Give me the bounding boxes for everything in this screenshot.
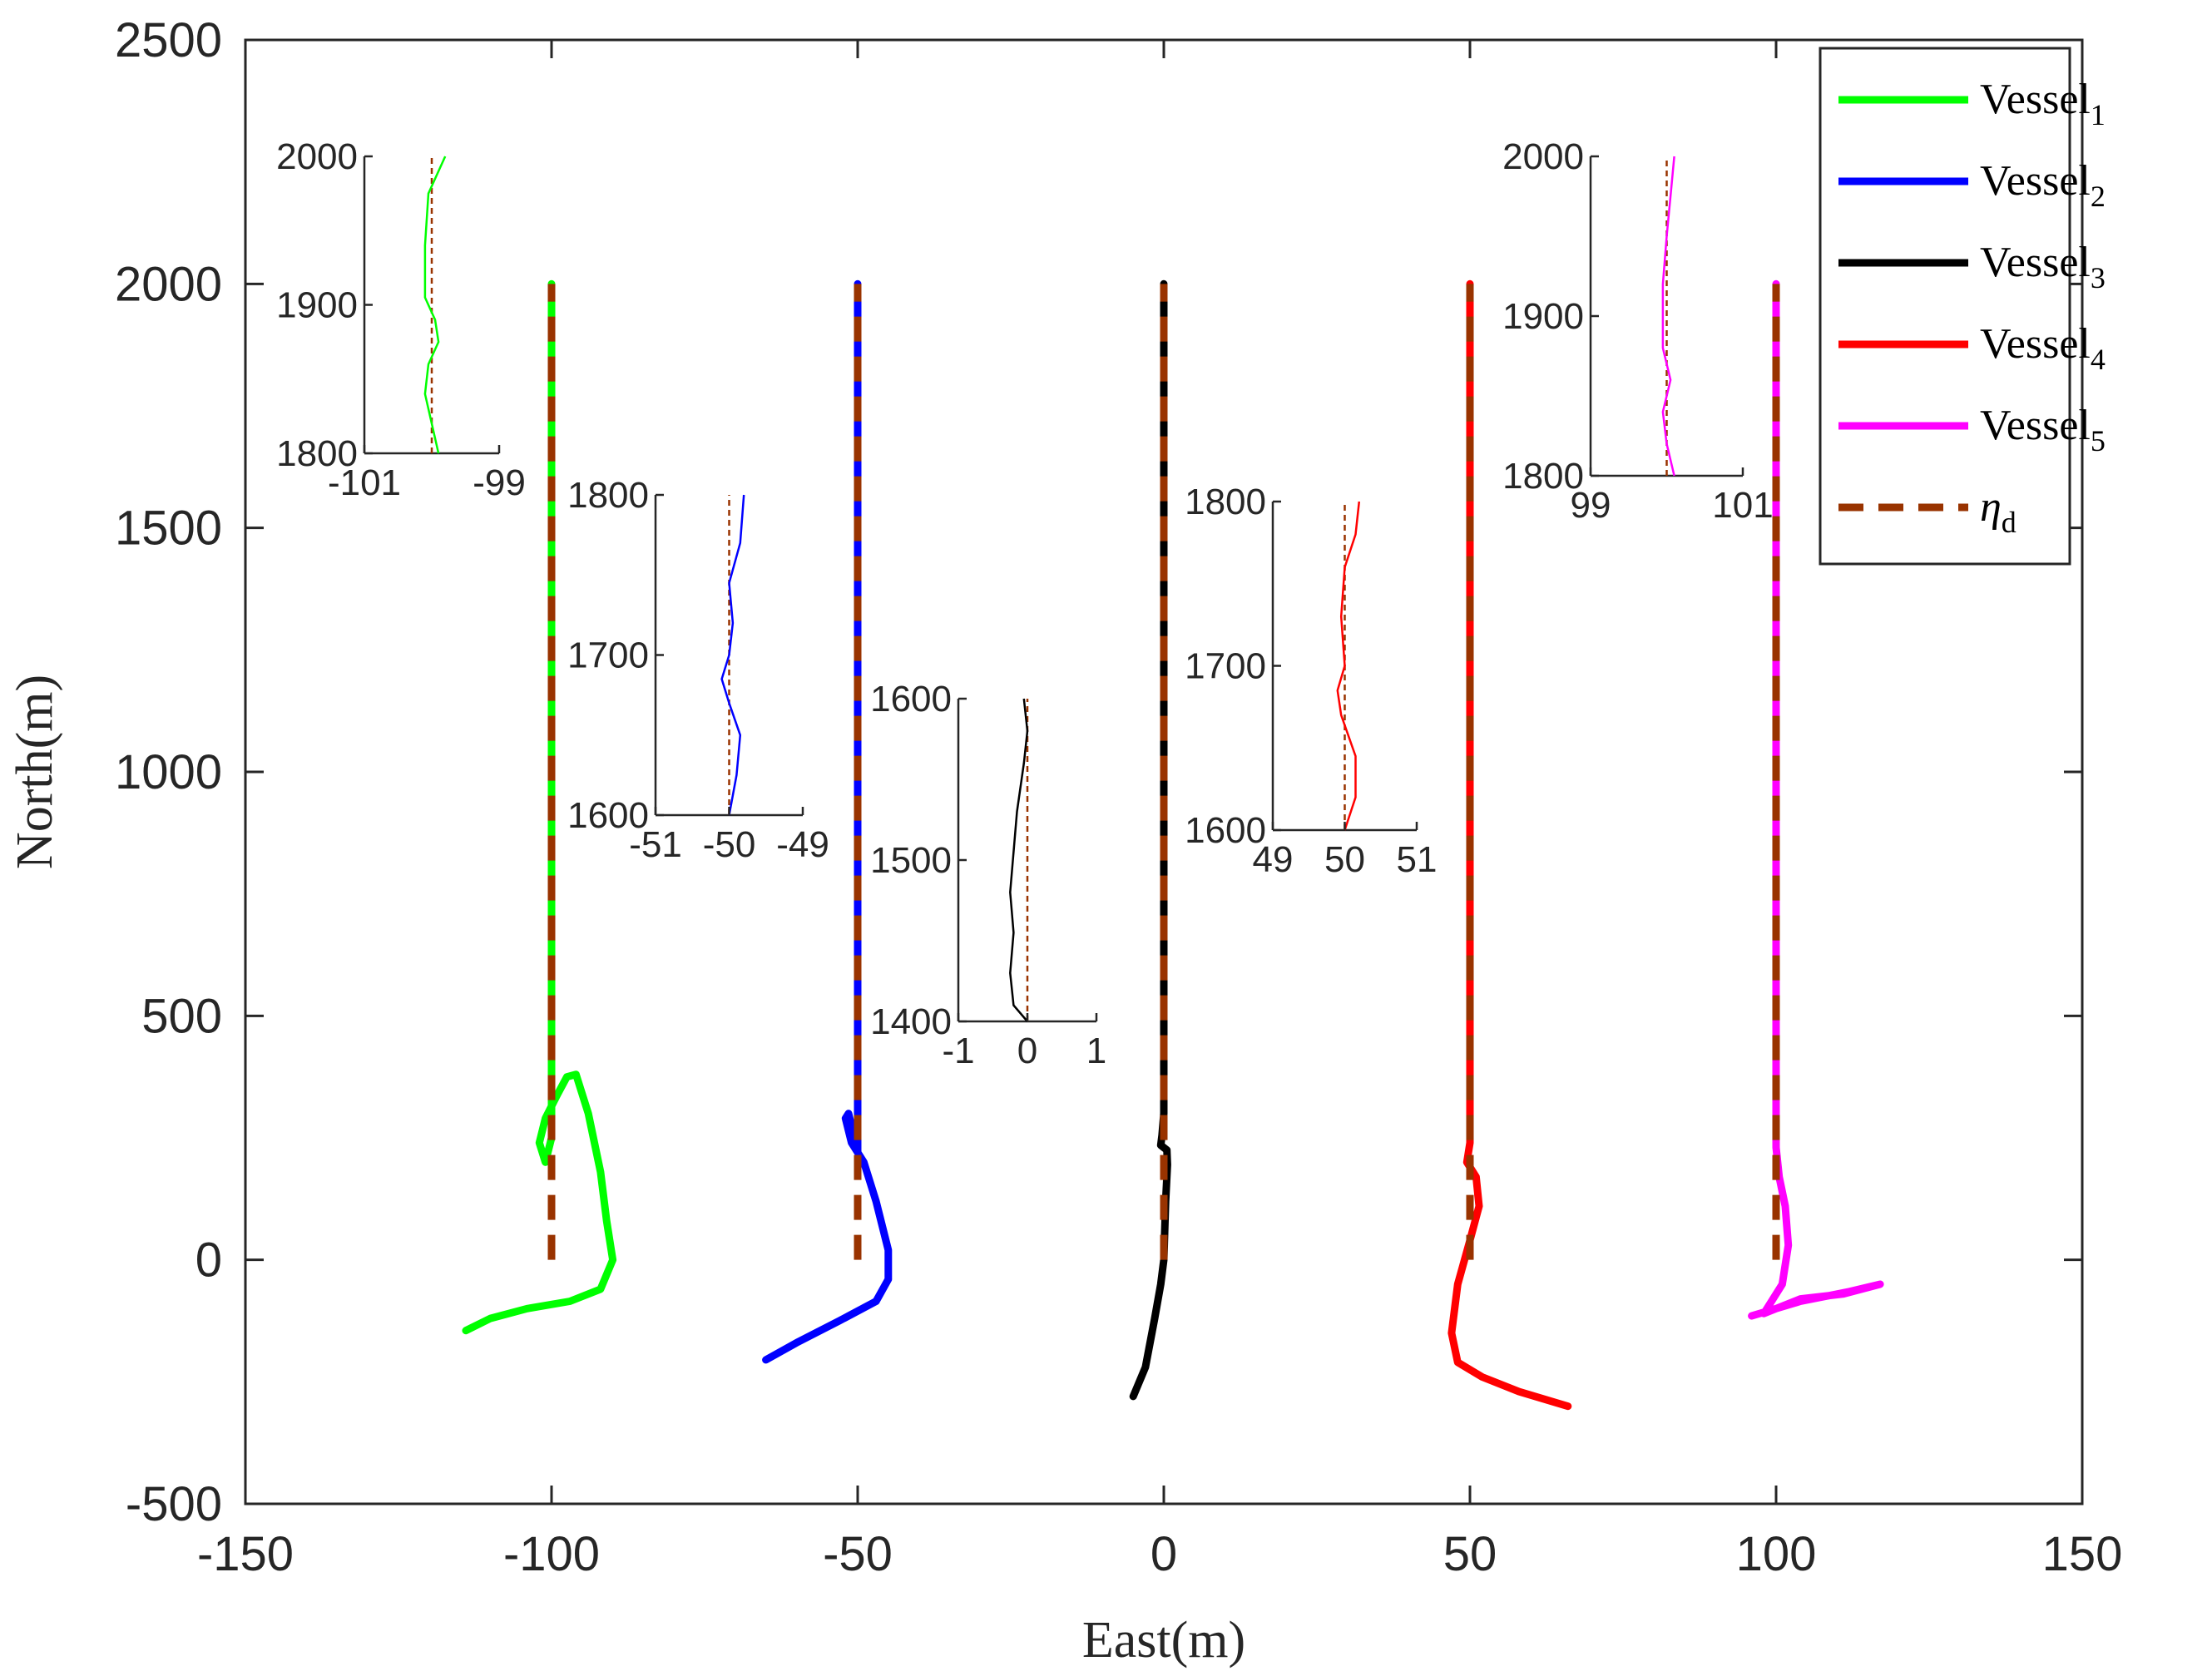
inset-trace <box>1009 698 1029 1022</box>
inset-x-tick-label: -50 <box>703 824 756 865</box>
y-tick-label: 2500 <box>115 13 222 67</box>
inset-x-tick-label: 99 <box>1571 485 1611 526</box>
inset-y-tick-label: 1600 <box>1185 810 1266 851</box>
legend-box <box>1819 47 2071 566</box>
legend-item-vessel3: Vessel3 <box>1838 239 2106 294</box>
legend-label: ηd <box>1980 483 2017 539</box>
inset-x-tick-label: 1 <box>1086 1031 1106 1071</box>
x-tick-label: 50 <box>1443 1527 1497 1581</box>
inset-y-tick-label: 1800 <box>1502 456 1584 497</box>
inset-y-tick-label: 2000 <box>1502 136 1584 177</box>
inset-y-tick-label: 1600 <box>567 795 649 836</box>
main-axis-ticks: -150 -100 -50 0 50 100 150-5000500100015002000… <box>115 13 2122 1581</box>
legend-item-eta_d: ηd <box>1838 483 2017 539</box>
x-tick-label: -150 <box>197 1527 294 1581</box>
y-tick-label: 2000 <box>115 257 222 311</box>
legend: Vessel1 Vessel2 Vessel3 Vessel4 Vessel5 ηd <box>1819 47 2106 566</box>
inset-y-tick-label: 1600 <box>870 679 952 719</box>
inset-x-tick-label: -1 <box>942 1031 974 1071</box>
inset-vessel5: 99 101 1800 1900 2000 <box>1502 136 1774 526</box>
x-axis-label: East(m) <box>1082 1612 1245 1669</box>
inset-trace <box>423 156 447 454</box>
inset-y-tick-label: 1800 <box>1185 482 1266 522</box>
inset-vessel3: -1 0 1 1400 1500 1600 <box>870 679 1106 1071</box>
main-plot-data <box>462 279 1884 1411</box>
inset-x-tick-label: -51 <box>629 824 682 865</box>
inset-x-tick-label: 49 <box>1253 839 1294 880</box>
inset-vessel1: -101 -99 1800 1900 2000 <box>276 136 526 503</box>
y-tick-label: -500 <box>126 1477 222 1531</box>
x-tick-label: -50 <box>823 1527 893 1581</box>
inset-x-tick-label: -101 <box>328 462 401 503</box>
legend-label: Vessel5 <box>1980 402 2106 457</box>
legend-item-vessel4: Vessel4 <box>1838 320 2106 376</box>
inset-trace <box>720 494 745 816</box>
inset-vessel2: -51 -50 -49 1600 1700 1800 <box>567 475 829 865</box>
inset-x-tick-label: 51 <box>1397 839 1438 880</box>
y-axis-label: North(m) <box>7 675 63 869</box>
y-tick-label: 500 <box>141 989 222 1043</box>
legend-item-vessel1: Vessel1 <box>1838 76 2106 131</box>
legend-label: Vessel4 <box>1980 320 2106 376</box>
inset-y-tick-label: 1900 <box>276 285 358 326</box>
legend-label: Vessel1 <box>1980 76 2106 131</box>
inset-y-tick-label: 1700 <box>567 635 649 676</box>
inset-trace <box>1336 501 1361 831</box>
inset-x-tick-label: 0 <box>1017 1031 1037 1071</box>
y-tick-label: 0 <box>195 1234 222 1288</box>
inset-x-tick-label: 50 <box>1324 839 1365 880</box>
inset-vessel4: 49 50 51 1600 1700 1800 <box>1185 482 1437 880</box>
inset-x-tick-label: 101 <box>1712 485 1773 526</box>
inset-y-tick-label: 1900 <box>1502 296 1584 337</box>
legend-label: Vessel2 <box>1980 157 2106 213</box>
legend-item-vessel2: Vessel2 <box>1838 157 2106 213</box>
x-tick-label: 150 <box>2042 1527 2123 1581</box>
inset-y-tick-label: 1800 <box>276 433 358 474</box>
inset-trace <box>1661 156 1675 477</box>
inset-y-tick-label: 1700 <box>1185 646 1266 687</box>
x-tick-label: 0 <box>1151 1527 1177 1581</box>
inset-x-tick-label: -99 <box>473 462 526 503</box>
inset-y-tick-label: 1400 <box>870 1001 952 1042</box>
x-tick-label: -100 <box>503 1527 600 1581</box>
inset-x-tick-label: -49 <box>776 824 829 865</box>
inset-y-tick-label: 2000 <box>276 136 358 177</box>
legend-item-vessel5: Vessel5 <box>1838 402 2106 457</box>
y-tick-label: 1500 <box>115 502 222 556</box>
legend-label: Vessel3 <box>1980 239 2106 294</box>
inset-y-tick-label: 1500 <box>870 840 952 881</box>
y-tick-label: 1000 <box>115 745 222 799</box>
x-tick-label: 100 <box>1736 1527 1817 1581</box>
inset-y-tick-label: 1800 <box>567 475 649 516</box>
